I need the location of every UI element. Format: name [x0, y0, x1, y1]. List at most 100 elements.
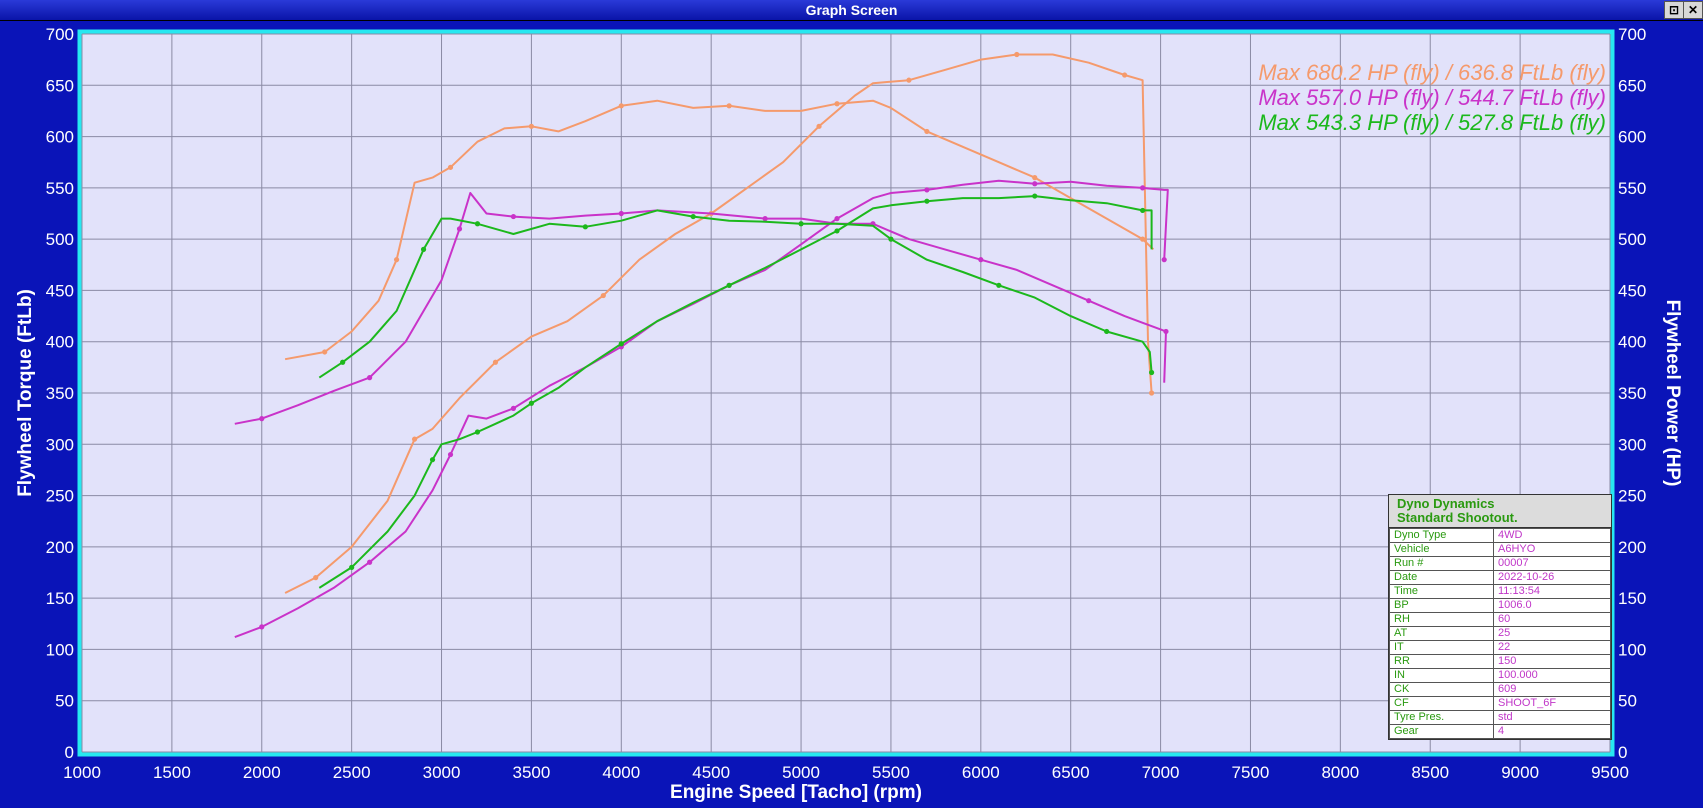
series-group	[234, 51, 1169, 639]
series-marker	[816, 123, 822, 129]
series-marker	[447, 451, 454, 458]
series-line-torque	[284, 99, 1155, 361]
series-marker	[834, 216, 840, 222]
info-row: AT 25	[1389, 626, 1611, 641]
x-tick-label: 9000	[1501, 763, 1539, 782]
axis-ticks: 1000 1500 2000 2500 3000 3500 4000 4500 5000 5500…	[46, 25, 1647, 782]
restore-window-icon[interactable]: ⊡	[1664, 1, 1684, 19]
legend-entry: Max 557.0 HP (fly) / 544.7 FtLb (fly)	[1258, 85, 1606, 110]
series-marker	[1140, 185, 1146, 191]
series-marker	[393, 257, 400, 263]
series-marker	[349, 564, 355, 570]
series-marker	[1086, 298, 1092, 304]
series-marker	[726, 282, 732, 288]
x-tick-label: 4500	[692, 763, 730, 782]
info-key: IN	[1389, 668, 1494, 683]
y-tick-label-left: 650	[46, 76, 74, 95]
run-info-box: Dyno Dynamics Standard Shootout. Dyno Ty…	[1388, 494, 1612, 740]
y-tick-label-right: 350	[1618, 384, 1646, 403]
series-marker	[492, 359, 499, 365]
info-row: Run #00007	[1389, 556, 1611, 571]
series-marker	[618, 341, 624, 347]
series-marker	[924, 187, 930, 193]
series-marker	[510, 405, 517, 411]
y-tick-label-left: 200	[46, 538, 74, 557]
info-key: Run #	[1389, 556, 1494, 571]
series-marker	[1161, 257, 1167, 263]
info-value: 60	[1493, 612, 1611, 627]
y-tick-label-left: 350	[46, 384, 74, 403]
y-tick-label-left: 0	[65, 743, 74, 762]
series-marker	[690, 213, 696, 220]
series-marker	[1140, 236, 1146, 242]
y-tick-label-right: 300	[1618, 435, 1646, 454]
info-row: Time 11:13:54	[1389, 584, 1611, 599]
series-marker	[978, 257, 984, 263]
series-marker	[924, 128, 930, 135]
series-marker	[447, 164, 454, 170]
x-tick-label: 7500	[1232, 763, 1270, 782]
series-marker	[1140, 207, 1146, 214]
info-value: SHOOT_6F	[1493, 696, 1611, 711]
info-title-line2: Standard Shootout.	[1397, 510, 1518, 525]
series-marker	[762, 216, 768, 222]
x-tick-label: 6500	[1052, 763, 1090, 782]
info-value: 22	[1493, 640, 1611, 655]
series-marker	[456, 226, 463, 232]
window-title: Graph Screen	[805, 2, 898, 18]
x-tick-label: 8500	[1411, 763, 1449, 782]
series-marker	[322, 349, 328, 355]
y-tick-label-right: 700	[1618, 25, 1646, 44]
y-tick-label-left: 600	[46, 128, 74, 147]
info-row: CK 609	[1389, 682, 1611, 697]
series-marker	[618, 103, 624, 109]
series-marker	[474, 429, 481, 435]
y-tick-label-right: 600	[1618, 128, 1646, 147]
info-row: RR 150	[1389, 654, 1611, 669]
series-marker	[1032, 181, 1038, 187]
info-box-header: Dyno Dynamics Standard Shootout.	[1389, 495, 1611, 528]
series-line-power	[284, 53, 1153, 594]
info-value: 609	[1493, 682, 1611, 697]
x-tick-label: 9500	[1591, 763, 1629, 782]
y-tick-label-right: 150	[1618, 589, 1646, 608]
info-key: Tyre Pres.	[1389, 710, 1494, 725]
y-tick-label-right: 200	[1618, 538, 1646, 557]
series-marker	[618, 210, 624, 217]
y-tick-label-left: 300	[46, 435, 74, 454]
legend-entry: Max 680.2 HP (fly) / 636.8 FtLb (fly)	[1258, 60, 1606, 85]
info-key: CK	[1389, 682, 1494, 697]
x-tick-label: 2500	[333, 763, 371, 782]
series-marker	[726, 103, 732, 109]
close-window-icon[interactable]: ✕	[1683, 1, 1703, 19]
info-value: 4	[1493, 724, 1611, 739]
series-marker	[888, 236, 894, 242]
x-tick-label: 4000	[602, 763, 640, 782]
info-key: CF	[1389, 696, 1494, 711]
info-row: Gear 4	[1389, 724, 1611, 739]
info-row: CF SHOOT_6F	[1389, 696, 1611, 711]
info-row: RH 60	[1389, 612, 1611, 627]
series-marker	[510, 213, 517, 220]
info-key: Dyno Type	[1389, 528, 1494, 543]
y-tick-label-left: 150	[46, 589, 74, 608]
info-key: IT	[1389, 640, 1494, 655]
series-marker	[367, 375, 373, 381]
series-marker	[1014, 51, 1020, 58]
series-marker	[1149, 390, 1155, 396]
x-tick-label: 2000	[243, 763, 281, 782]
series-marker	[528, 400, 535, 406]
y-tick-label-left: 700	[46, 25, 74, 44]
series-marker	[1163, 328, 1169, 335]
series-marker	[1104, 328, 1110, 335]
y-tick-label-left: 400	[46, 333, 74, 352]
series-marker	[420, 246, 427, 252]
window-titlebar: Graph Screen ⊡ ✕	[0, 0, 1703, 21]
y-tick-label-right: 100	[1618, 640, 1646, 659]
y-tick-label-right: 650	[1618, 76, 1646, 95]
series-marker	[340, 359, 346, 365]
y-tick-label-left: 450	[46, 281, 74, 300]
x-tick-label: 7000	[1142, 763, 1180, 782]
y-axis-label-left: Flywheel Torque (FtLb)	[15, 289, 36, 497]
series-line-torque	[234, 192, 1167, 425]
